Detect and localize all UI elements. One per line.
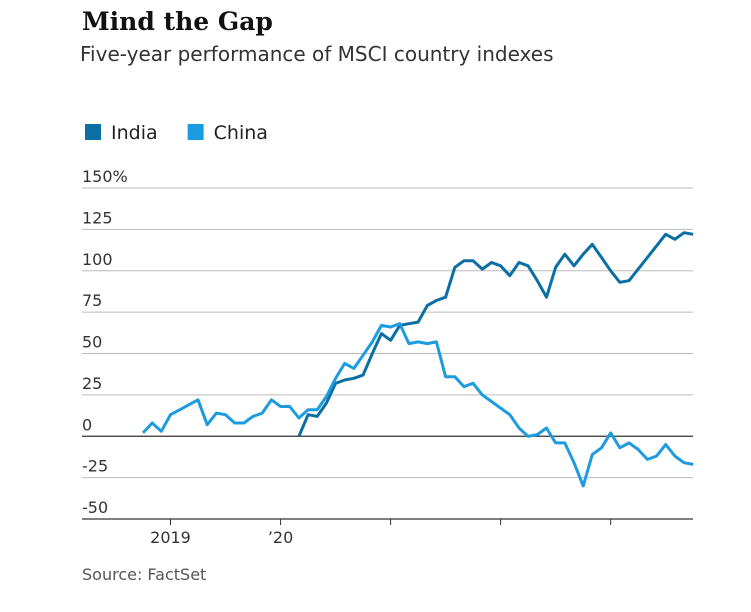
source: Source: FactSet bbox=[82, 565, 206, 584]
legend-label: China bbox=[214, 122, 268, 144]
y-tick-label: -25 bbox=[82, 457, 108, 476]
series-line bbox=[297, 231, 694, 437]
chart-title: Mind the Gap bbox=[82, 7, 273, 36]
legend-swatch bbox=[187, 124, 204, 140]
legend-swatch bbox=[85, 124, 101, 140]
y-tick-label: 150% bbox=[82, 167, 128, 186]
y-tick-label: 100 bbox=[82, 250, 113, 269]
chart-subtitle: Five-year performance of MSCI country in… bbox=[80, 42, 554, 66]
subtitle-box: Five-year performance of MSCI country in… bbox=[80, 42, 554, 66]
series-line bbox=[141, 322, 694, 488]
legend-label: India bbox=[111, 122, 158, 144]
y-tick-label: 25 bbox=[82, 374, 102, 393]
y-tick-label: 50 bbox=[82, 333, 102, 352]
x-tick-label: 2019 bbox=[150, 528, 191, 547]
y-tick-label: 0 bbox=[82, 415, 92, 434]
x-tick-label: ’20 bbox=[268, 528, 293, 547]
y-tick-label: 75 bbox=[82, 291, 102, 310]
y-tick-label: -50 bbox=[82, 498, 108, 517]
y-tick-label: 125 bbox=[82, 208, 113, 227]
